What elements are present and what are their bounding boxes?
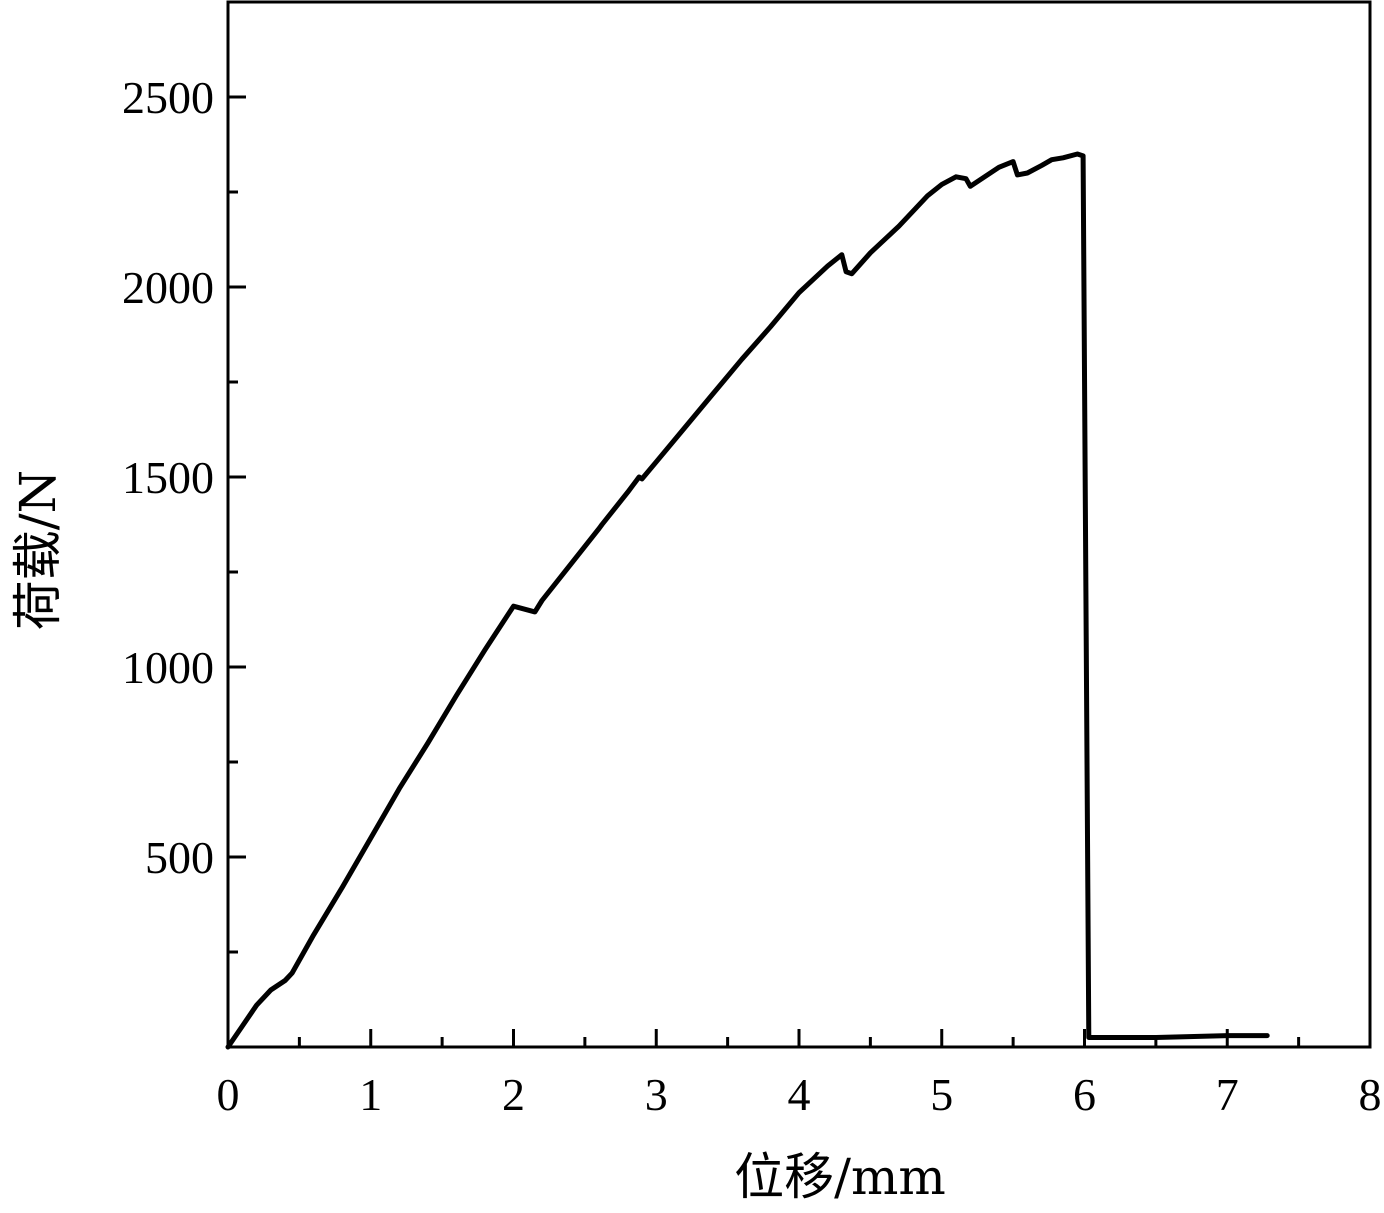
y-tick-label: 500 — [145, 832, 214, 883]
y-tick-label: 1000 — [122, 642, 214, 693]
x-tick-label: 4 — [788, 1069, 811, 1120]
tick-labels-layer: 0 1 2 3 4 5 6 7 8 500 1000 1500 2000 2500 — [122, 72, 1382, 1120]
x-tick-label: 7 — [1216, 1069, 1239, 1120]
x-tick-label: 0 — [217, 1069, 240, 1120]
x-tick-label: 8 — [1359, 1069, 1382, 1120]
x-tick-label: 3 — [645, 1069, 668, 1120]
x-tick-label: 5 — [930, 1069, 953, 1120]
series-line — [225, 151, 1270, 1050]
y-tick-label: 1500 — [122, 452, 214, 503]
y-axis-title: 荷载/N — [9, 470, 67, 631]
plot-frame — [226, 0, 1372, 1049]
x-tick-label: 2 — [502, 1069, 525, 1120]
y-tick-label: 2000 — [122, 262, 214, 313]
x-tick-label: 6 — [1073, 1069, 1096, 1120]
x-axis-title: 位移/mm — [734, 1148, 946, 1206]
x-tick-label: 1 — [359, 1069, 382, 1120]
y-tick-label: 2500 — [122, 72, 214, 123]
ticks-layer — [226, 95, 1372, 1047]
